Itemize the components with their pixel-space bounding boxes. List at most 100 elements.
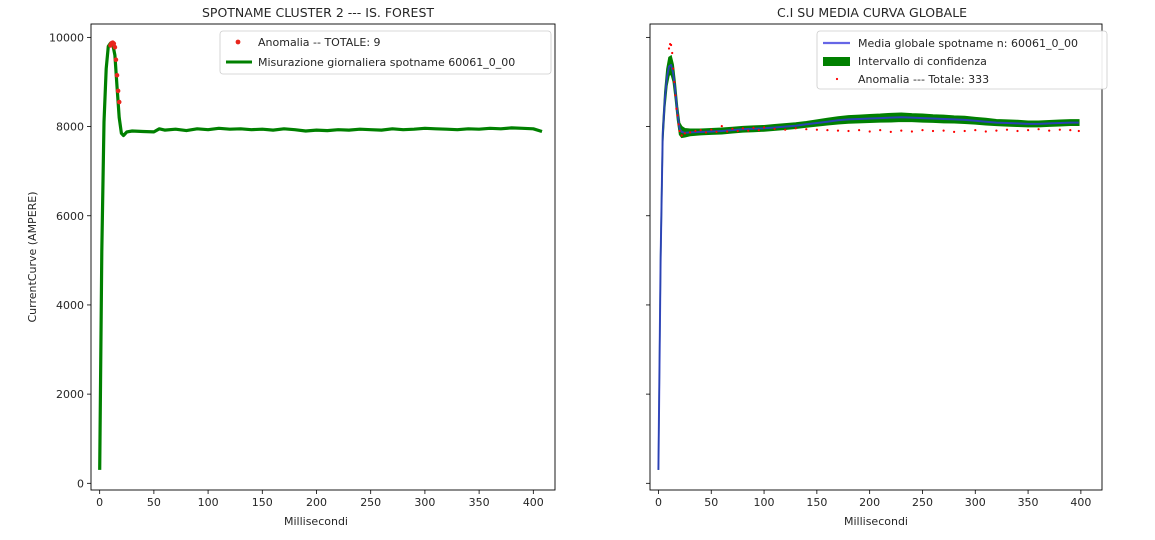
anomaly-point [1058, 128, 1061, 131]
anomaly-point [683, 132, 687, 135]
anomaly-point [116, 99, 122, 105]
anomaly-point [1048, 129, 1051, 132]
y-tick-label: 6000 [56, 210, 84, 223]
anomaly-point [674, 94, 677, 97]
legend-box [219, 30, 552, 75]
anomaly-point [773, 127, 776, 130]
anomaly-point [715, 130, 718, 133]
anomaly-point [704, 131, 708, 134]
x-tick-label: 350 [1018, 496, 1039, 509]
anomaly-point [836, 129, 840, 132]
legend-label-confidence: Intervallo di confidenza [858, 55, 987, 68]
anomaly-point [805, 128, 808, 131]
x-tick-label: 0 [96, 496, 103, 509]
plot-area [98, 40, 543, 470]
chart-title: SPOTNAME CLUSTER 2 --- IS. FOREST [202, 5, 434, 20]
anomaly-point [671, 51, 674, 55]
anomaly-point [826, 129, 829, 132]
anomaly-point [689, 131, 692, 134]
legend-label-anomaly: Anomalia -- TOTALE: 9 [258, 36, 381, 49]
x-axis-label: Millisecondi [844, 515, 908, 528]
legend-box [816, 30, 1108, 90]
axes-frame [649, 23, 1103, 491]
legend-label-anomaly: Anomalia --- Totale: 333 [858, 73, 989, 86]
anomaly-point [794, 127, 797, 130]
y-axis-label: CurrentCurve (AMPERE) [26, 191, 39, 322]
anomaly-point [963, 129, 966, 133]
anomaly-point [1037, 128, 1040, 131]
anomaly-point [858, 129, 861, 132]
anomaly-point [1077, 129, 1080, 133]
anomaly-point [747, 129, 750, 132]
y-tick-label: 10000 [49, 31, 84, 44]
anomaly-point [736, 129, 739, 133]
y-tick-label: 4000 [56, 299, 84, 312]
anomaly-point [1005, 128, 1009, 131]
legend-label-mean: Media globale spotname n: 60061_0_00 [858, 37, 1078, 50]
x-tick-label: 250 [912, 496, 933, 509]
anomaly-point [1016, 129, 1019, 133]
chart-title: C.I SU MEDIA CURVA GLOBALE [777, 5, 967, 20]
anomaly-point [879, 129, 882, 132]
legend-label-measurement: Misurazione giornaliera spotname 60061_0… [258, 56, 515, 69]
y-tick-label: 8000 [56, 121, 84, 134]
anomaly-point [921, 129, 924, 132]
anomaly-point [676, 114, 679, 117]
x-tick-label: 250 [360, 496, 381, 509]
right-chart: C.I SU MEDIA CURVA GLOBALE Millisecondi … [646, 5, 1108, 528]
anomaly-point [670, 43, 673, 47]
anomaly-point [672, 67, 675, 70]
axes-frame [90, 23, 556, 491]
anomaly-point [815, 128, 819, 131]
legend-marker-confidence [823, 57, 850, 66]
legend: Anomalia -- TOTALE: 9 Misurazione giorna… [219, 30, 552, 75]
anomaly-point [900, 129, 903, 132]
anomaly-point [910, 130, 914, 133]
x-tick-label: 0 [655, 496, 662, 509]
anomaly-point [112, 44, 118, 50]
anomaly-point [741, 127, 745, 130]
x-tick-label: 400 [523, 496, 544, 509]
anomaly-point [784, 128, 787, 131]
anomaly-point [995, 129, 998, 132]
x-tick-label: 100 [198, 496, 219, 509]
x-tick-label: 200 [306, 496, 327, 509]
y-tick-label: 2000 [56, 388, 84, 401]
measurement-line [98, 41, 543, 470]
x-tick-label: 150 [806, 496, 827, 509]
anomaly-point [710, 128, 713, 131]
mean-line [657, 64, 1079, 470]
x-axis-label: Millisecondi [284, 515, 348, 528]
x-tick-label: 50 [704, 496, 718, 509]
x-tick-label: 100 [754, 496, 775, 509]
anomaly-point [763, 126, 766, 129]
anomaly-point [680, 134, 683, 137]
anomaly-point [984, 130, 987, 133]
plot-area [657, 43, 1080, 470]
anomaly-point [868, 130, 871, 133]
anomaly-point [889, 130, 892, 133]
anomaly-point [752, 126, 755, 129]
anomaly-point [113, 57, 119, 62]
anomaly-point [699, 129, 702, 132]
anomaly-point [757, 129, 760, 132]
anomaly-point [678, 129, 681, 133]
x-tick-label: 300 [965, 496, 986, 509]
anomaly-point [673, 80, 676, 84]
x-tick-label: 200 [859, 496, 880, 509]
anomaly-point [675, 107, 678, 110]
anomaly-point [731, 127, 734, 130]
x-tick-label: 50 [147, 496, 161, 509]
legend-marker-anomaly [235, 39, 241, 45]
x-tick-label: 400 [1070, 496, 1091, 509]
anomaly-point [720, 125, 723, 128]
anomaly-point [726, 130, 729, 133]
anomaly-point [667, 47, 671, 50]
anomaly-point [974, 129, 977, 132]
anomaly-point [942, 129, 945, 132]
x-tick-label: 300 [414, 496, 435, 509]
anomaly-point [1027, 129, 1030, 132]
anomaly-point [953, 130, 956, 133]
